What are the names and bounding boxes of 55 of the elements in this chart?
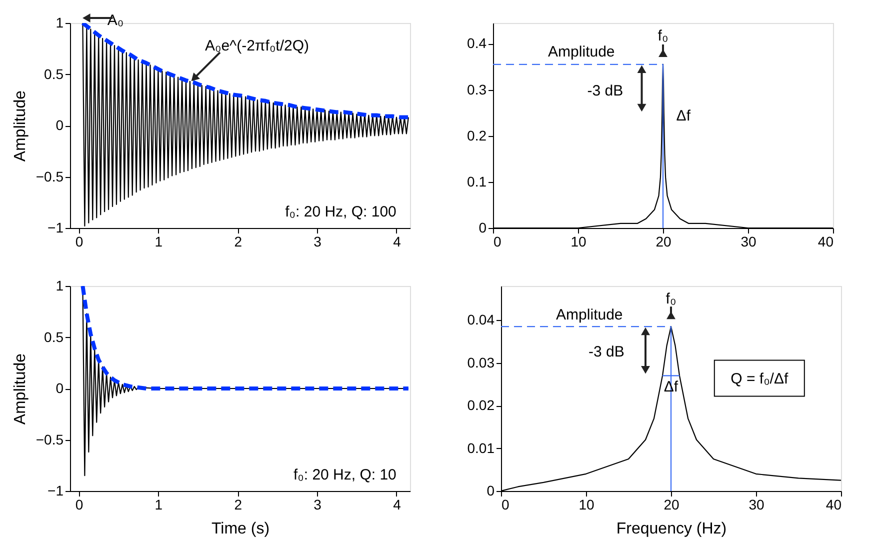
y-tick-label: 0 <box>56 380 64 396</box>
x-tick-label: 10 <box>570 234 586 250</box>
x-tick-label: 40 <box>818 234 834 250</box>
y-tick-label: 1 <box>56 14 64 30</box>
annotation: f₀: 20 Hz, Q: 100 <box>285 204 396 221</box>
line-series <box>80 286 410 390</box>
y-tick-label: −1 <box>48 220 64 236</box>
x-tick-label: 40 <box>826 496 842 512</box>
y-tick-label: 0.01 <box>467 440 495 456</box>
y-tick-label: 0.3 <box>467 81 487 98</box>
x-tick-label: 2 <box>234 496 242 512</box>
x-tick-label: 0 <box>75 234 84 250</box>
annotation: Δf <box>676 107 692 124</box>
y-axis-title: Amplitude <box>12 90 29 162</box>
annotation: Amplitude <box>548 44 615 61</box>
y-tick-label: 0.5 <box>44 328 64 345</box>
y-tick-label: 0 <box>56 117 64 133</box>
y-tick-label: 0.03 <box>467 354 495 370</box>
x-tick-label: 30 <box>748 496 764 512</box>
x-tick-label: 1 <box>154 234 163 250</box>
x-tick-label: 10 <box>578 496 594 512</box>
annotation: f₀ <box>666 290 676 308</box>
annotation: Q = f₀/Δf <box>730 370 789 388</box>
annotation: Amplitude <box>556 306 623 324</box>
x-tick-label: 0 <box>75 496 84 512</box>
y-axis-title: Amplitude <box>12 353 29 425</box>
x-tick-label: 0 <box>502 496 510 512</box>
y-tick-label: −1 <box>48 482 64 498</box>
y-tick-label: 0.1 <box>467 173 487 190</box>
x-tick-label: 3 <box>314 496 322 512</box>
y-tick-label: −0.5 <box>36 431 64 448</box>
y-tick-label: 0.2 <box>467 127 487 144</box>
y-tick-label: 0.5 <box>44 66 64 82</box>
annotation: f₀: 20 Hz, Q: 10 <box>293 466 396 484</box>
annotation: f₀ <box>658 27 668 44</box>
x-tick-label: 20 <box>664 496 680 512</box>
x-tick-label: 4 <box>393 496 402 512</box>
x-tick-label: 20 <box>656 234 672 250</box>
annotation: -3 dB <box>587 82 624 100</box>
x-tick-label: 2 <box>234 234 242 250</box>
y-tick-label: 0.4 <box>467 35 487 52</box>
y-tick-label: 1 <box>56 278 64 294</box>
y-tick-label: −0.5 <box>36 168 64 184</box>
annotation: A₀e^(-2πf₀t/2Q) <box>204 38 310 55</box>
y-tick-label: 0.02 <box>467 397 495 414</box>
x-axis-title: Frequency (Hz) <box>616 520 727 538</box>
x-tick-label: 1 <box>154 496 163 512</box>
x-tick-label: 3 <box>314 234 322 250</box>
x-tick-label: 4 <box>393 234 402 250</box>
x-axis-title: Time (s) <box>211 520 270 538</box>
y-tick-label: 0 <box>478 220 487 236</box>
y-tick-label: 0.04 <box>467 312 495 328</box>
annotation: -3 dB <box>588 344 624 361</box>
y-tick-label: 0 <box>486 482 495 498</box>
x-tick-label: 30 <box>740 234 756 250</box>
